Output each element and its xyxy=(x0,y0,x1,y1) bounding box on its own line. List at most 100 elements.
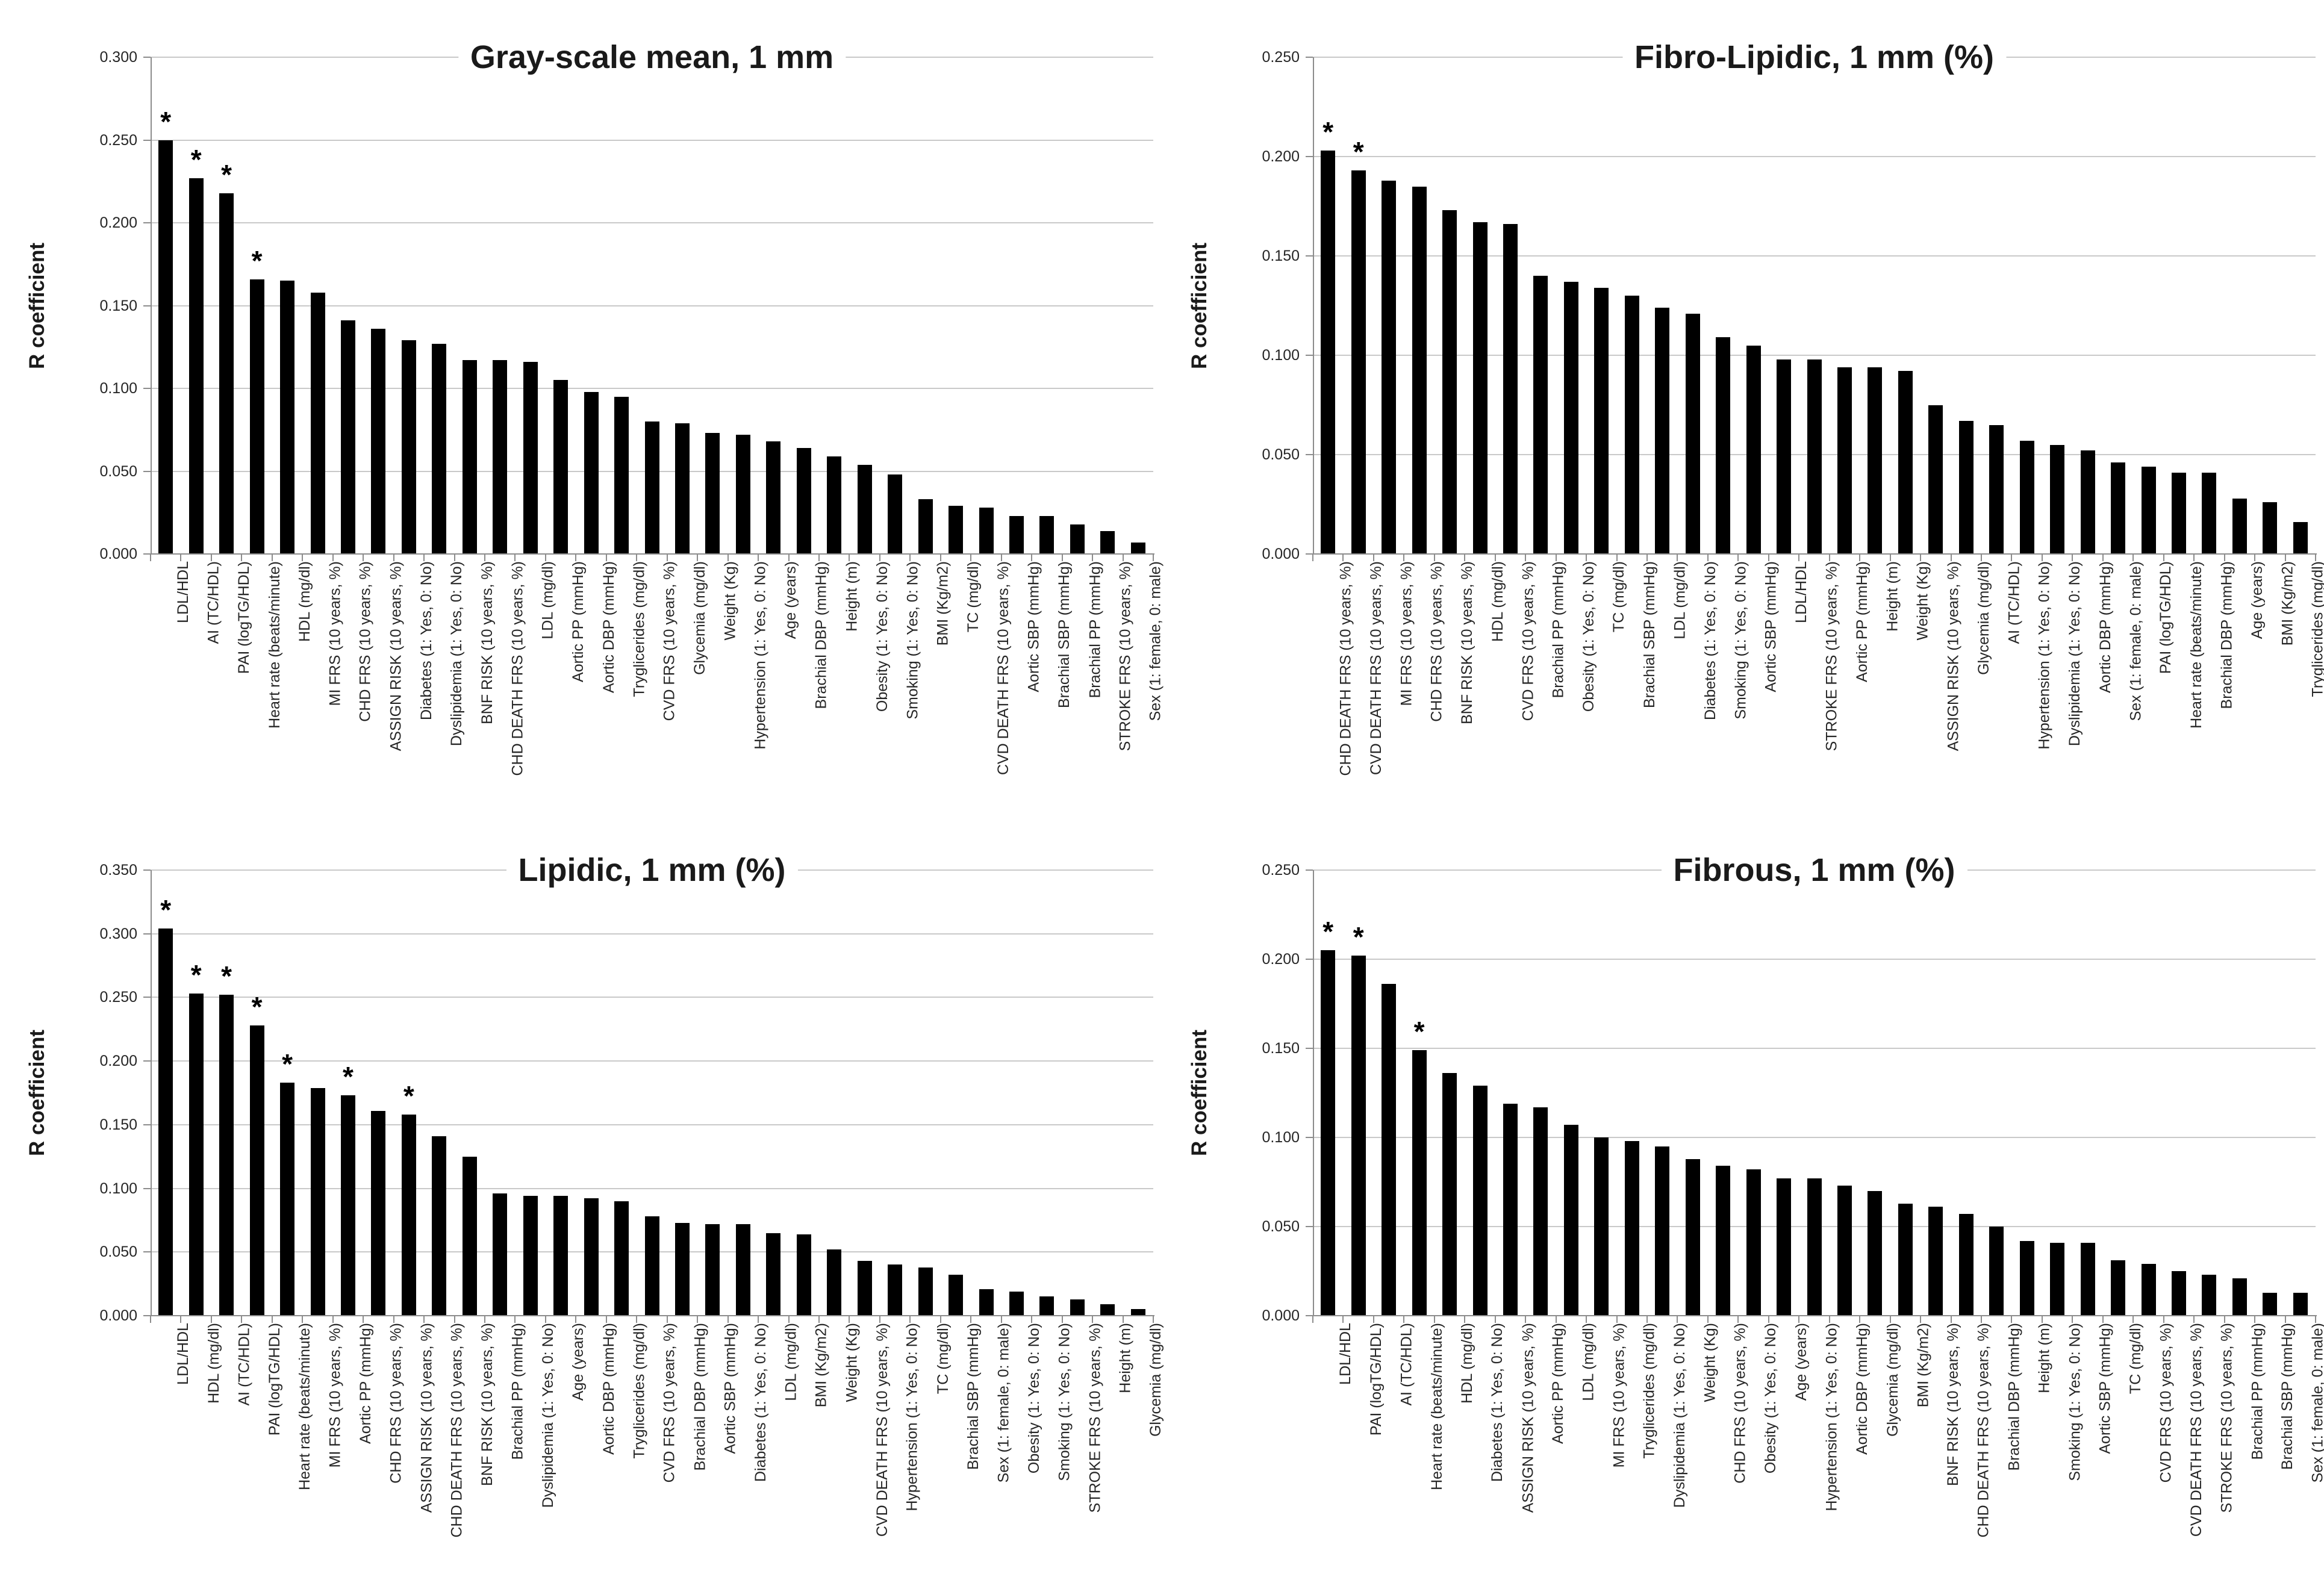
x-axis-tick xyxy=(2072,554,2073,561)
x-axis-tick xyxy=(484,554,485,561)
x-axis-tick xyxy=(758,1316,759,1323)
significance-asterisk: * xyxy=(190,143,202,175)
gridline xyxy=(151,139,1153,141)
bar xyxy=(1594,1137,1609,1316)
x-axis-tick xyxy=(605,554,607,561)
x-axis-tick xyxy=(1031,1316,1033,1323)
x-axis-tick xyxy=(1464,1316,1466,1323)
bar xyxy=(2141,466,2156,554)
x-axis-tick xyxy=(1061,554,1063,561)
bar xyxy=(1321,950,1336,1316)
x-axis-tick xyxy=(2254,1316,2256,1323)
x-category-label: Obesity (1: Yes, 0: No) xyxy=(1762,1323,1780,1474)
x-category-label: CHD FRS (10 years, %) xyxy=(387,1323,405,1484)
x-category-label: Height (m) xyxy=(1884,561,1901,632)
x-category-label: Obesity (1: Yes, 0: No) xyxy=(1025,1323,1042,1474)
x-category-label: Tryglicerides (mg/dl) xyxy=(631,561,648,697)
bar xyxy=(1563,281,1578,554)
x-category-label: Hypertension (1: Yes, 0: No) xyxy=(904,1323,921,1511)
x-category-label: Brachial PP (mmHg) xyxy=(509,1323,526,1460)
bar xyxy=(1442,1073,1457,1316)
x-category-label: Aortic SBP (mmHg) xyxy=(721,1323,739,1454)
x-axis-tick xyxy=(2132,1316,2134,1323)
x-category-label: Brachial SBP (mmHg) xyxy=(1640,561,1658,709)
bar xyxy=(1868,1190,1883,1316)
x-category-label: Hypertension (1: Yes, 0: No) xyxy=(1823,1323,1840,1511)
bar xyxy=(2232,1278,2247,1316)
x-axis-tick xyxy=(2193,554,2195,561)
x-category-label: Glycemia (mg/dl) xyxy=(691,561,708,675)
bar xyxy=(1746,1169,1761,1316)
bar xyxy=(888,1264,903,1316)
x-axis-tick xyxy=(1920,554,1922,561)
bar xyxy=(1958,420,1974,554)
x-axis-tick xyxy=(1525,554,1527,561)
x-axis-tick xyxy=(1677,1316,1678,1323)
x-category-label: Brachial DBP (mmHg) xyxy=(2218,561,2235,709)
x-axis-tick xyxy=(1798,1316,1800,1323)
x-axis-tick xyxy=(849,554,850,561)
x-category-label: Brachial DBP (mmHg) xyxy=(691,1323,708,1471)
bar xyxy=(371,329,386,554)
x-category-label: Obesity (1: Yes, 0: No) xyxy=(1580,561,1597,712)
bar xyxy=(2019,1240,2034,1316)
x-axis-tick xyxy=(1153,1316,1154,1323)
x-axis-tick xyxy=(363,554,364,561)
y-axis-tick xyxy=(143,305,151,306)
x-axis-tick xyxy=(2102,554,2104,561)
bar xyxy=(553,1196,569,1316)
gridline xyxy=(151,222,1153,223)
x-axis-tick xyxy=(939,1316,941,1323)
x-category-label: AI (TC/HDL) xyxy=(235,1323,253,1406)
x-axis-tick xyxy=(1372,554,1374,561)
x-category-label: Weight (Kg) xyxy=(1701,1323,1719,1402)
bar xyxy=(340,320,355,554)
x-axis-tick xyxy=(2163,554,2164,561)
x-category-label: STROKE FRS (10 years, %) xyxy=(2218,1323,2235,1513)
bar xyxy=(371,1110,386,1316)
x-axis-tick xyxy=(1000,554,1002,561)
bar xyxy=(2171,1271,2186,1316)
bar xyxy=(584,391,599,554)
y-axis-line xyxy=(1313,870,1314,1316)
x-category-label: BNF RISK (10 years, %) xyxy=(478,561,496,724)
x-axis-tick xyxy=(332,1316,334,1323)
x-category-label: BMI (Kg/m2) xyxy=(2279,561,2296,646)
bar xyxy=(2202,1274,2217,1316)
x-category-label: Sex (1: female, 0: male) xyxy=(995,1323,1012,1483)
x-axis-tick xyxy=(1092,1316,1094,1323)
x-category-label: CVD DEATH FRS (10 years, %) xyxy=(1367,561,1385,776)
x-category-label: Brachial SBP (mmHg) xyxy=(2279,1323,2296,1470)
bar xyxy=(1655,1146,1670,1316)
bar xyxy=(1070,524,1085,554)
bar xyxy=(2232,498,2247,554)
bar xyxy=(1928,405,1943,554)
x-axis-tick xyxy=(1768,554,1769,561)
x-axis-tick xyxy=(393,554,394,561)
plot-area: 0.000 0.050 0.100 0.150 0.200 0.250 * LDL/HDL * P… xyxy=(1162,789,2324,1577)
x-category-label: Diabetes (1: Yes, 0: No) xyxy=(417,561,435,721)
significance-asterisk: * xyxy=(251,991,263,1022)
bar xyxy=(1442,210,1457,554)
bar xyxy=(401,1114,416,1316)
significance-asterisk: * xyxy=(160,894,172,926)
y-axis-line xyxy=(151,57,152,554)
x-axis-tick xyxy=(879,1316,880,1323)
gridline xyxy=(151,997,1153,998)
x-category-label: LDL/HDL xyxy=(1337,1323,1354,1385)
significance-asterisk: * xyxy=(1322,916,1334,948)
gridline xyxy=(1313,1137,2316,1138)
y-axis-tick xyxy=(1306,1226,1313,1227)
x-category-label: Brachial DBP (mmHg) xyxy=(2005,1323,2023,1471)
y-tick-label: 0.350 xyxy=(99,862,137,879)
y-axis-line xyxy=(1313,57,1314,554)
x-category-label: Heart rate (beats/minute) xyxy=(1428,1323,1445,1490)
bar xyxy=(1382,180,1397,554)
x-category-label: CVD FRS (10 years, %) xyxy=(1519,561,1536,721)
y-tick-label: 0.000 xyxy=(1262,1307,1300,1324)
x-category-label: CHD DEATH FRS (10 years, %) xyxy=(509,561,526,776)
bar xyxy=(2050,1242,2065,1316)
bar xyxy=(2263,502,2278,554)
plot-area: 0.000 0.050 0.100 0.150 0.200 0.250 0.300 * LDL/… xyxy=(0,0,1164,788)
x-axis-tick xyxy=(909,554,911,561)
